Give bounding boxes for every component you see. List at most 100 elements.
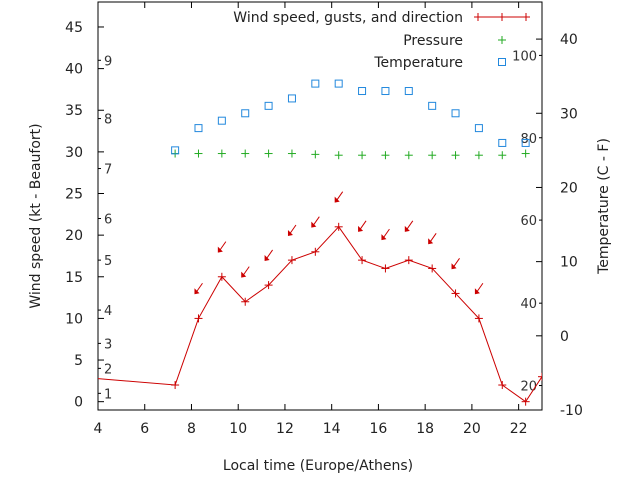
plot-border <box>97 1 543 411</box>
temperature-point <box>287 94 296 103</box>
wind-speed-point <box>498 381 507 390</box>
gust-direction-arrow <box>404 220 414 232</box>
x-tick-label: 12 <box>276 421 294 437</box>
fahrenheit-label: 100 <box>512 49 537 64</box>
y-tick-label: 35 <box>65 103 83 119</box>
fahrenheit-label: 20 <box>520 380 537 395</box>
fahrenheit-label: 40 <box>520 297 537 312</box>
wind-speed-point <box>217 272 226 281</box>
pressure-point <box>404 151 413 160</box>
temperature-point <box>451 109 460 118</box>
temperature-point <box>194 124 203 133</box>
y2-tick-label: 30 <box>560 106 578 122</box>
wind-speed-point <box>538 372 542 381</box>
y2-tick-label: 0 <box>560 329 569 345</box>
wind-speed-point <box>451 289 460 298</box>
x-axis-title: Local time (Europe/Athens) <box>223 458 413 474</box>
beaufort-label: 7 <box>104 163 112 178</box>
beaufort-label: 5 <box>104 254 112 269</box>
gust-direction-arrow <box>474 282 484 295</box>
beaufort-label: 4 <box>104 304 112 319</box>
legend: Wind speed, gusts, and direction Pressure… <box>233 10 530 71</box>
temperature-point <box>217 116 226 125</box>
temperature-point <box>381 87 390 96</box>
x-tick-label: 18 <box>416 421 434 437</box>
gust-direction-arrow <box>241 266 250 278</box>
beaufort-label: 9 <box>104 54 112 69</box>
y-tick-label: 30 <box>65 145 83 161</box>
y2-tick-label: 20 <box>560 180 578 196</box>
x-tick-label: 10 <box>229 421 247 437</box>
temperature-point <box>498 138 507 147</box>
y-tick-label: 5 <box>74 353 83 369</box>
gust-direction-arrow <box>287 224 297 236</box>
y2-axis-title: Temperature (C - F) <box>596 138 612 275</box>
wind-speed-point <box>381 264 390 273</box>
wind-speed-point <box>71 373 79 381</box>
wind-speed-point <box>521 397 530 406</box>
legend-swatch-square <box>498 58 506 66</box>
temperature-point <box>474 124 483 133</box>
y2-axis-ticks: -10 0 10 20 30 40 <box>536 32 583 419</box>
pressure-point <box>521 149 530 158</box>
y2-tick-label: -10 <box>560 403 583 419</box>
wind-speed-point <box>264 281 273 290</box>
x-tick-label: 14 <box>323 421 341 437</box>
legend-label: Pressure <box>403 33 463 49</box>
temperature-point <box>264 101 273 110</box>
gust-direction-arrow <box>358 220 367 232</box>
x-tick-label: 20 <box>463 421 481 437</box>
x-axis-ticks: 4 6 8 10 12 14 16 18 20 22 <box>94 2 528 437</box>
y-axis-title: Wind speed (kt - Beaufort) <box>28 123 44 308</box>
wind-speed-point <box>311 247 320 256</box>
beaufort-label: 1 <box>104 387 112 402</box>
temperature-point <box>404 87 413 96</box>
x-tick-label: 4 <box>94 421 103 437</box>
y-tick-label: 40 <box>65 62 83 78</box>
temperature-point <box>241 109 250 118</box>
gust-direction-arrow <box>264 249 273 261</box>
wind-speed-point <box>194 314 203 323</box>
gust-direction-arrow <box>381 228 390 241</box>
temperature-point <box>311 79 320 88</box>
x-tick-label: 22 <box>510 421 528 437</box>
wind-speed-point <box>474 314 483 323</box>
legend-swatch-plus <box>498 36 506 44</box>
temperature-point <box>521 138 530 147</box>
x-tick-label: 16 <box>370 421 388 437</box>
pressure-point <box>358 151 367 160</box>
gust-direction-arrow <box>334 191 344 203</box>
beaufort-label: 6 <box>104 212 112 227</box>
y2-tick-label: 40 <box>560 32 578 48</box>
temperature-point <box>428 101 437 110</box>
temperature-point <box>334 79 343 88</box>
legend-label: Wind speed, gusts, and direction <box>233 10 463 26</box>
y2-tick-label: 10 <box>560 255 578 271</box>
pressure-point <box>217 149 226 158</box>
beaufort-label: 3 <box>104 337 112 352</box>
legend-swatch-plus <box>498 13 506 21</box>
y-tick-label: 0 <box>74 395 83 411</box>
legend-swatch-plus <box>522 13 530 21</box>
pressure-point <box>334 151 343 160</box>
pressure-point <box>451 151 460 160</box>
pressure-point <box>264 149 273 158</box>
wind-speed-point <box>358 256 367 265</box>
gust-direction-arrow <box>311 216 320 228</box>
pressure-point <box>287 149 296 158</box>
pressure-point <box>428 151 437 160</box>
y-tick-label: 20 <box>65 228 83 244</box>
gust-direction-arrow <box>194 282 203 295</box>
y-tick-label: 25 <box>65 187 83 203</box>
plot-frame <box>97 1 543 411</box>
wind-speed-point <box>287 256 296 265</box>
gust-direction-arrow <box>217 241 227 253</box>
pressure-point <box>194 149 203 158</box>
wind-speed-point <box>428 264 437 273</box>
pressure-point <box>241 149 250 158</box>
pressure-point <box>311 150 320 159</box>
x-tick-label: 8 <box>187 421 196 437</box>
fahrenheit-label: 60 <box>520 214 537 229</box>
